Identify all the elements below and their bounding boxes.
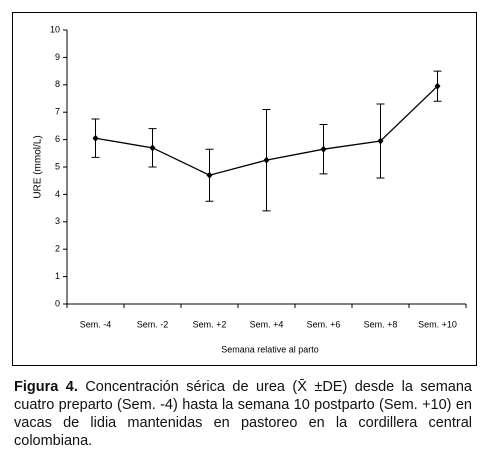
data-point [206, 171, 213, 179]
x-tick-label: Sem. -4 [80, 319, 112, 329]
x-tick-label: Sem. +8 [364, 319, 398, 329]
data-point [434, 82, 441, 90]
x-tick-label: Sem. +6 [307, 319, 341, 329]
x-tick-label: Sem. +4 [250, 319, 284, 329]
x-tick-label: Sem. +2 [193, 319, 227, 329]
data-point [377, 137, 384, 145]
figure-frame [12, 12, 477, 366]
chart: Semana relative al parto URE (mmol/L) 0 1… [33, 24, 467, 354]
y-tick-label: 5 [55, 161, 60, 171]
y-tick-label: 9 [55, 52, 60, 62]
y-tick-label: 8 [55, 79, 60, 89]
y-axis-label: URE (mmol/L) [33, 135, 44, 198]
y-tick-label: 10 [50, 24, 60, 34]
data-point [149, 144, 156, 152]
x-tick-label: Sem. -2 [137, 319, 169, 329]
caption-label: Figura 4. [14, 379, 78, 395]
data-point [263, 156, 270, 164]
x-axis-label: Semana relative al parto [221, 344, 319, 354]
y-tick-label: 3 [55, 216, 60, 226]
data-point [320, 145, 327, 153]
x-tick-label: Sem. +10 [418, 319, 457, 329]
data-point [92, 134, 99, 142]
y-tick-label: 6 [55, 134, 60, 144]
caption-text: Concentración sérica de urea (X̄ ±DE) de… [14, 379, 473, 449]
y-tick-label: 4 [55, 189, 60, 199]
y-tick-label: 0 [55, 298, 60, 308]
caption: Figura 4. Concentración sérica de urea (… [14, 378, 472, 450]
y-tick-label: 2 [55, 244, 60, 254]
y-tick-label: 1 [55, 271, 60, 281]
y-tick-label: 7 [55, 107, 60, 117]
